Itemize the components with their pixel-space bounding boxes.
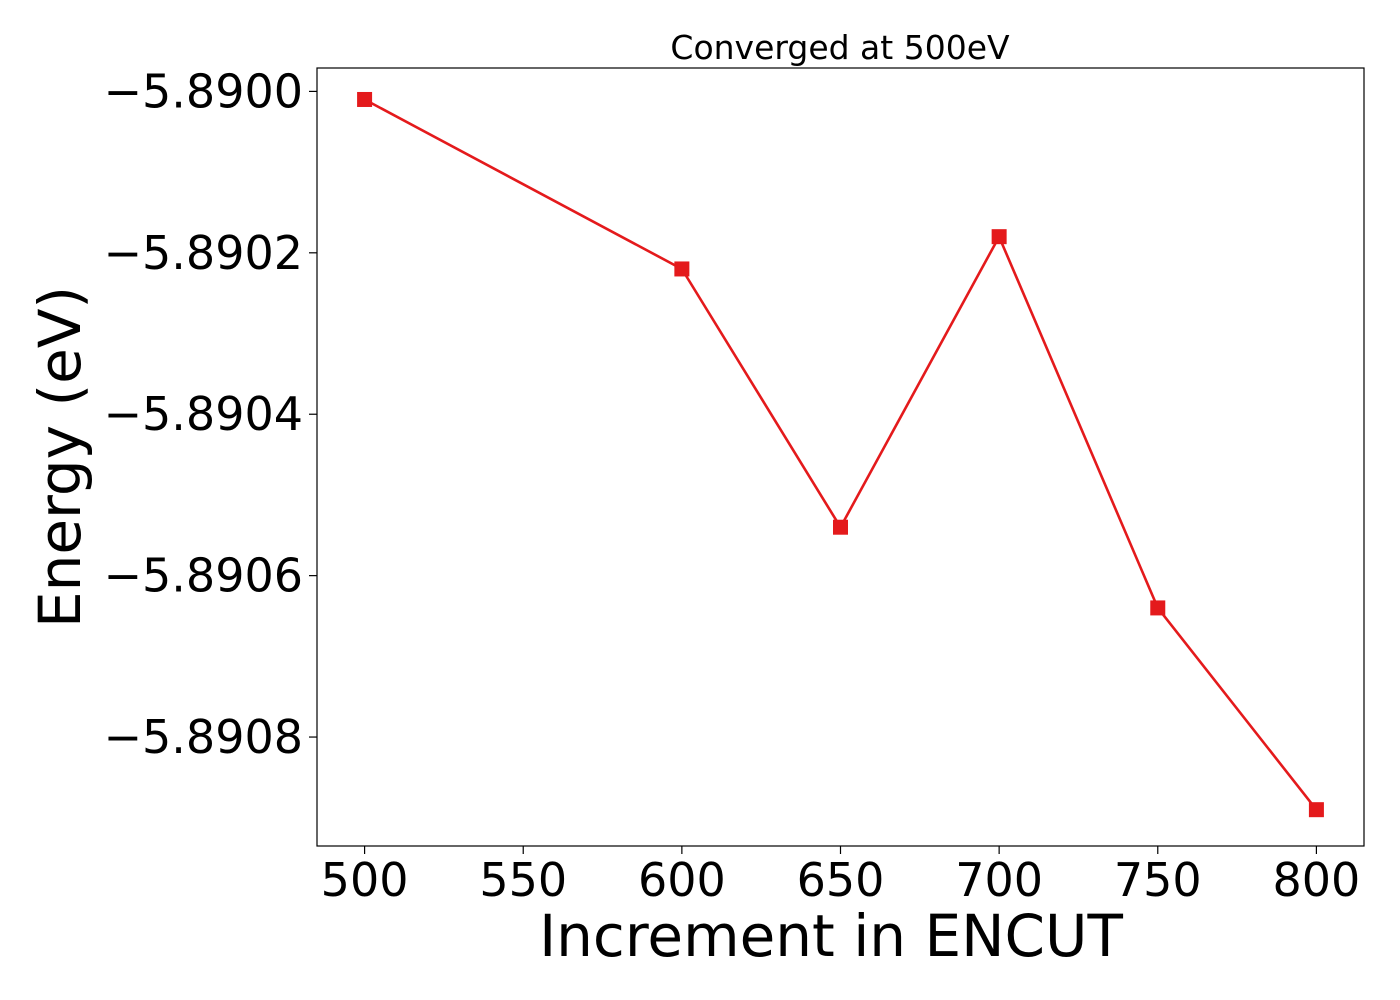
x-tick-label: 500 [321,853,409,907]
y-tick-label: −5.8906 [104,549,304,603]
data-point-marker [1308,802,1324,818]
y-tick-label: −5.8904 [104,387,304,441]
data-point-marker [1150,600,1166,616]
y-tick-label: −5.8902 [104,226,304,280]
x-tick-label: 550 [479,853,567,907]
x-tick-label: 750 [1114,853,1202,907]
data-point-marker [674,261,690,277]
series-layer [357,91,1324,818]
y-axis-ticks: −5.8900 −5.8902 −5.8904 −5.8906 −5.8908 [104,64,317,764]
y-tick-label: −5.8908 [104,710,304,764]
x-axis-ticks: 500 550 600 650 700 750 800 [321,846,1361,907]
data-point-marker [991,229,1007,245]
x-tick-label: 800 [1273,853,1361,907]
x-tick-label: 650 [797,853,885,907]
x-tick-label: 600 [638,853,726,907]
plot-area-frame [316,67,1365,847]
data-point-marker [357,91,373,107]
data-point-marker [833,519,848,535]
x-tick-label: 700 [955,853,1043,907]
chart-title: Converged at 500eV [670,28,1010,67]
series-line [363,98,1318,811]
y-tick-label: −5.8900 [104,64,304,118]
x-axis-label: Increment in ENCUT [539,902,1123,970]
y-axis-label: Energy (eV) [26,286,94,628]
